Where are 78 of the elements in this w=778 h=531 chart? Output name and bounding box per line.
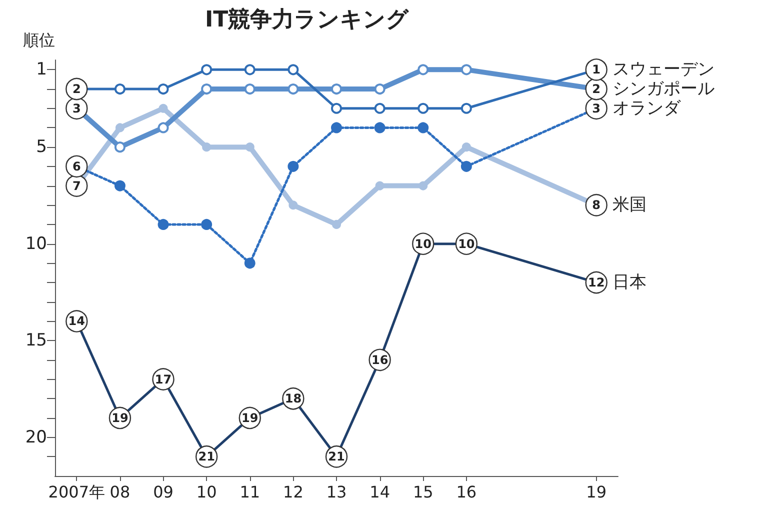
data-label: 18 [284, 392, 302, 406]
point [288, 64, 299, 76]
y-tick-label: 5 [36, 137, 47, 158]
data-label: 3 [72, 101, 81, 116]
point [418, 64, 429, 76]
data-label: 16 [371, 352, 388, 367]
data-label: 19 [242, 410, 258, 425]
data-label: 1 [592, 62, 601, 77]
point [331, 102, 342, 114]
point [288, 84, 299, 95]
x-tick-label: 16 [456, 482, 477, 502]
point [374, 84, 386, 95]
point [331, 84, 342, 95]
series-label: スウェーデン [612, 60, 714, 80]
data-label: 2 [592, 82, 601, 96]
point [288, 160, 299, 172]
point [288, 200, 298, 210]
x-tick-label: 13 [326, 482, 347, 502]
data-label: 17 [154, 372, 172, 386]
x-tick-label: 11 [240, 482, 260, 502]
y-tick-label: 20 [25, 427, 47, 448]
x-tick-label: 09 [153, 482, 174, 502]
data-label: 8 [592, 198, 601, 212]
point [114, 180, 126, 192]
data-label: 10 [414, 236, 432, 251]
series-label: オランダ [612, 98, 682, 118]
data-label: 21 [198, 450, 215, 464]
x-tick-label: 12 [283, 482, 304, 502]
y-tick-label: 15 [25, 330, 47, 351]
point [375, 181, 384, 190]
point [374, 122, 386, 134]
point [332, 220, 341, 229]
y-tick-label: 1 [36, 60, 47, 80]
data-label: 7 [72, 178, 81, 193]
point [114, 142, 126, 153]
data-label: 10 [458, 236, 475, 251]
point [158, 84, 169, 95]
x-tick-label: 14 [370, 482, 390, 502]
point [245, 142, 254, 152]
x-tick-label: 15 [412, 482, 434, 502]
point [244, 64, 256, 76]
x-tick-label: 2007年 [48, 482, 106, 502]
point [418, 181, 428, 190]
y-tick-label: 10 [25, 234, 47, 254]
point [114, 84, 126, 95]
data-label: 19 [112, 410, 128, 425]
point [418, 122, 429, 134]
point [462, 142, 471, 152]
point [201, 218, 212, 230]
x-tick-label: 10 [196, 482, 217, 502]
x-tick-label: 19 [586, 482, 607, 502]
point [244, 84, 256, 95]
point [115, 123, 124, 132]
chart-title: IT競争力ランキング [205, 6, 410, 32]
point [202, 142, 212, 152]
x-tick-label: 08 [110, 482, 130, 502]
series-label: 米国 [612, 195, 646, 216]
point [244, 258, 256, 269]
series-label: シンガポール [612, 79, 714, 100]
point [201, 64, 212, 76]
data-label: 2 [72, 82, 81, 96]
data-label: 14 [68, 314, 86, 328]
series-label: 日本 [612, 272, 646, 293]
point [460, 64, 472, 76]
point [418, 102, 429, 114]
y-axis-title: 順位 [23, 30, 55, 50]
data-label: 6 [72, 159, 81, 174]
point [331, 122, 342, 134]
point [460, 102, 472, 114]
point [158, 122, 169, 134]
data-label: 3 [592, 101, 601, 116]
point [201, 84, 212, 95]
point [158, 218, 169, 230]
point [158, 104, 168, 113]
point [460, 160, 472, 172]
data-label: 12 [588, 276, 605, 290]
point [374, 102, 386, 114]
data-label: 21 [328, 450, 345, 464]
